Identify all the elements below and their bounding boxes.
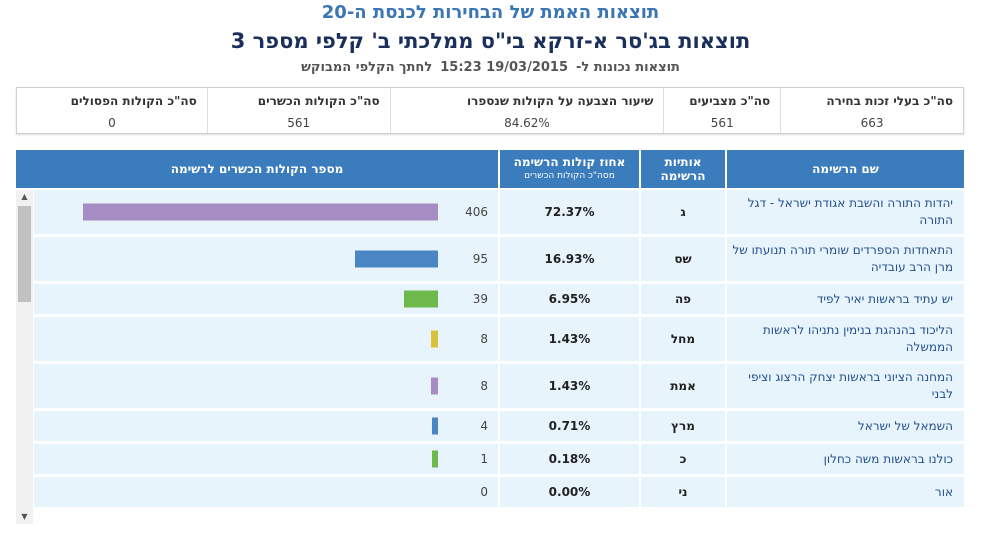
vote-bar: [83, 203, 438, 221]
section-link[interactable]: לחתך הקלפי המבוקש: [301, 60, 433, 75]
list-percent: 1.43%: [500, 317, 639, 361]
vote-count-label: 39: [472, 292, 488, 306]
list-name-cell[interactable]: יהדות התורה והשבת אגודת ישראל - דגל התור…: [727, 190, 964, 234]
vote-count-label: 0: [480, 485, 488, 499]
list-percent: 1.43%: [500, 364, 639, 408]
vote-count-label: 4: [480, 419, 488, 433]
table-row: התאחדות הספרדים שומרי תורה תנועתו של מרן…: [16, 237, 964, 284]
list-percent: 16.93%: [500, 237, 639, 281]
update-line: תוצאות נכונות ל- 19/03/2015 15:23 לחתך הקל…: [0, 60, 981, 75]
eligible-label: סה"כ בעלי זכות בחירה: [826, 94, 953, 108]
updated-label: תוצאות נכונות ל-: [576, 60, 680, 75]
col-header-votes: מספר הקולות הכשרים לרשימה: [16, 150, 498, 188]
list-name[interactable]: התאחדות הספרדים שומרי תורה תנועתו של מרן…: [732, 243, 953, 274]
page-title: תוצאות האמת של הבחירות לכנסת ה-20: [321, 2, 660, 23]
vote-bar: [432, 417, 438, 435]
summary-valid: סה"כ הקולות הכשרים 561: [206, 88, 390, 133]
list-name[interactable]: יהדות התורה והשבת אגודת ישראל - דגל התור…: [747, 196, 953, 227]
invalid-label: סה"כ הקולות הפסולים: [70, 94, 197, 108]
voters-value: 561: [710, 116, 734, 130]
list-name[interactable]: השמאל של ישראל: [857, 418, 953, 433]
list-bar-cell: 4: [34, 411, 498, 441]
list-letters: ג: [641, 190, 725, 234]
col-header-letters: אותיות הרשימה: [641, 150, 725, 188]
vote-count-label: 95: [472, 252, 488, 266]
list-letters: שס: [641, 237, 725, 281]
table-row: הליכוד בהנהגת בנימין נתניהו לראשות הממשל…: [16, 317, 964, 364]
list-name[interactable]: הליכוד בהנהגת בנימין נתניהו לראשות הממשל…: [762, 323, 953, 354]
list-name-cell[interactable]: אור: [727, 477, 964, 507]
list-bar-cell: 39: [34, 284, 498, 314]
table-row: יהדות התורה והשבת אגודת ישראל - דגל התור…: [16, 190, 964, 237]
turnout-value: 84.62%: [504, 116, 550, 130]
list-bar-cell: 8: [34, 364, 498, 408]
vote-count-label: 406: [465, 205, 488, 219]
list-name-cell[interactable]: הליכוד בהנהגת בנימין נתניהו לראשות הממשל…: [727, 317, 964, 361]
voters-label: סה"כ מצביעים: [689, 94, 771, 108]
col-header-percent: אחוז קולות הרשימה מסה"כ הקולות הכשרים: [500, 150, 639, 188]
page-subtitle: תוצאות בג'סר א-זרקא בי"ס ממלכתי ב' קלפי …: [230, 29, 751, 53]
list-name[interactable]: יש עתיד בראשות יאיר לפיד: [816, 291, 953, 306]
valid-label: סה"כ הקולות הכשרים: [257, 94, 380, 108]
list-bar-cell: 406: [34, 190, 498, 234]
table-row: יש עתיד בראשות יאיר לפיד פה 6.95% 39: [16, 284, 964, 317]
list-name-cell[interactable]: כולנו בראשות משה כחלון: [727, 444, 964, 474]
col-header-name: שם הרשימה: [727, 150, 964, 188]
scroll-up-icon[interactable]: ▲: [21, 192, 28, 201]
vote-count-label: 1: [480, 452, 488, 466]
list-bar-cell: 8: [34, 317, 498, 361]
scroll-thumb[interactable]: [18, 206, 31, 302]
summary-invalid: סה"כ הקולות הפסולים 0: [17, 88, 207, 133]
list-name-cell[interactable]: השמאל של ישראל: [727, 411, 964, 441]
list-letters: כ: [641, 444, 725, 474]
list-percent: 0.00%: [500, 477, 639, 507]
summary-eligible: סה"כ בעלי זכות בחירה 663: [780, 88, 963, 133]
list-letters: מחל: [641, 317, 725, 361]
summary-box: סה"כ בעלי זכות בחירה 663 סה"כ מצביעים 56…: [16, 87, 964, 134]
vote-bar: [404, 290, 438, 308]
valid-value: 561: [287, 116, 311, 130]
table-row: המחנה הציוני בראשות יצחק הרצוג וציפי לבנ…: [16, 364, 964, 411]
updated-value: 19/03/2015 15:23: [440, 60, 569, 75]
list-letters: אמת: [641, 364, 725, 408]
vote-bar: [432, 450, 438, 468]
list-letters: פה: [641, 284, 725, 314]
list-bar-cell: 1: [34, 444, 498, 474]
list-bar-cell: 95: [34, 237, 498, 281]
list-letters: ני: [641, 477, 725, 507]
table-row: כולנו בראשות משה כחלון כ 0.18% 1: [16, 444, 964, 477]
results-table: שם הרשימה אותיות הרשימה אחוז קולות הרשימה…: [16, 150, 964, 530]
list-name[interactable]: אור: [934, 484, 953, 499]
invalid-value: 0: [108, 116, 116, 130]
list-percent: 6.95%: [500, 284, 639, 314]
vote-bar: [431, 330, 438, 348]
list-percent: 0.71%: [500, 411, 639, 441]
list-name-cell[interactable]: יש עתיד בראשות יאיר לפיד: [727, 284, 964, 314]
vote-count-label: 8: [480, 332, 488, 346]
list-percent: 72.37%: [500, 190, 639, 234]
table-header: שם הרשימה אותיות הרשימה אחוז קולות הרשימה…: [16, 150, 964, 188]
vote-count-label: 8: [480, 379, 488, 393]
eligible-value: 663: [860, 116, 884, 130]
summary-turnout: שיעור הצבעה על הקולות שנספרו 84.62%: [389, 88, 664, 133]
list-bar-cell: 0: [34, 477, 498, 507]
scroll-down-icon[interactable]: ▼: [21, 512, 28, 521]
vote-bar: [431, 377, 438, 395]
table-row: אור ני 0.00% 0: [16, 477, 964, 510]
vote-bar: [355, 250, 438, 268]
list-name[interactable]: המחנה הציוני בראשות יצחק הרצוג וציפי לבנ…: [748, 370, 953, 401]
table-scrollbar[interactable]: ▲ ▼: [16, 190, 33, 524]
list-letters: מרץ: [641, 411, 725, 441]
list-percent: 0.18%: [500, 444, 639, 474]
turnout-label: שיעור הצבעה על הקולות שנספרו: [467, 94, 654, 108]
list-name[interactable]: כולנו בראשות משה כחלון: [823, 451, 953, 466]
list-name-cell[interactable]: התאחדות הספרדים שומרי תורה תנועתו של מרן…: [727, 237, 964, 281]
list-name-cell[interactable]: המחנה הציוני בראשות יצחק הרצוג וציפי לבנ…: [727, 364, 964, 408]
table-row: השמאל של ישראל מרץ 0.71% 4: [16, 411, 964, 444]
summary-voters: סה"כ מצביעים 561: [663, 88, 780, 133]
